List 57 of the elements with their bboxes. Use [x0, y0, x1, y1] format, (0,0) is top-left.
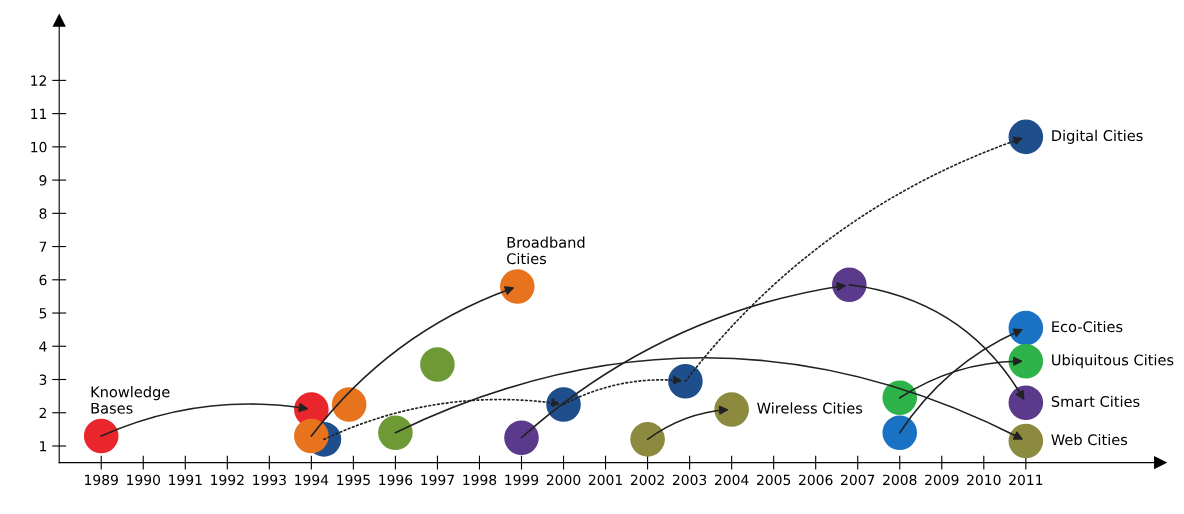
- annotation: Ubiquitous Cities: [1052, 354, 1174, 369]
- y-tick-label: 6: [39, 274, 47, 286]
- x-tick-label: 2009: [925, 474, 959, 486]
- y-tick-label: 12: [31, 75, 46, 86]
- y-tick-label: 9: [39, 175, 47, 186]
- annotation: Knowledge Bases: [91, 386, 170, 414]
- y-tick-label: 3: [39, 374, 47, 385]
- x-tick-label: 2006: [799, 474, 833, 486]
- y-tick-label: 10: [31, 141, 47, 153]
- y-tick-label: 2: [39, 407, 46, 419]
- point: [1008, 119, 1044, 155]
- x-tick-label: 1996: [379, 474, 413, 486]
- y-tick-label: 1: [40, 441, 47, 452]
- x-tick-label: 1992: [211, 474, 244, 486]
- point: [504, 420, 539, 455]
- x-tick-label: 1994: [295, 474, 329, 486]
- point: [832, 267, 867, 303]
- point: [83, 418, 119, 454]
- point: [1008, 310, 1044, 346]
- x-tick-label: 2001: [588, 474, 622, 486]
- x-tick-label: 1993: [253, 474, 286, 486]
- y-tick-label: 7: [39, 241, 47, 252]
- x-tick-label: 1995: [337, 474, 370, 486]
- x-tick-label: 1998: [463, 474, 497, 486]
- annotation: Wireless Cities: [757, 402, 863, 414]
- y-tick-label: 11: [31, 108, 47, 119]
- x-tick-label: 2004: [714, 474, 749, 486]
- x-tick-label: 1999: [505, 474, 539, 486]
- annotation: Digital Cities: [1052, 129, 1143, 144]
- x-tick-label: 2002: [630, 474, 664, 486]
- annotation: Eco-Cities: [1052, 320, 1123, 333]
- annotation: Broadband Cities: [507, 236, 585, 265]
- x-tick-label: 1990: [127, 474, 161, 486]
- point: [882, 415, 918, 450]
- point: [630, 422, 665, 457]
- point: [500, 269, 535, 304]
- x-tick-label: 1989: [85, 474, 118, 486]
- point: [882, 380, 918, 416]
- x-tick-label: 2011: [1009, 474, 1043, 486]
- x-tick-label: 2008: [883, 474, 917, 486]
- x-tick-label: 2007: [841, 474, 875, 486]
- y-tick-label: 4: [39, 341, 47, 352]
- x-tick-label: 2000: [546, 474, 581, 486]
- x-tick-label: 2003: [672, 474, 707, 486]
- x-tick-label: 1997: [421, 474, 454, 486]
- x-tick-label: 2005: [757, 474, 791, 486]
- annotation: Web Cities: [1051, 433, 1128, 446]
- point: [1008, 385, 1044, 421]
- point: [294, 418, 329, 454]
- x-tick-label: 1991: [169, 474, 202, 486]
- point: [668, 363, 703, 399]
- y-tick-label: 5: [39, 308, 47, 319]
- y-tick-label: 8: [39, 208, 47, 219]
- annotation: Smart Cities: [1051, 395, 1140, 408]
- point: [1008, 343, 1044, 379]
- x-tick-label: 2010: [967, 474, 1001, 486]
- point: [714, 392, 749, 427]
